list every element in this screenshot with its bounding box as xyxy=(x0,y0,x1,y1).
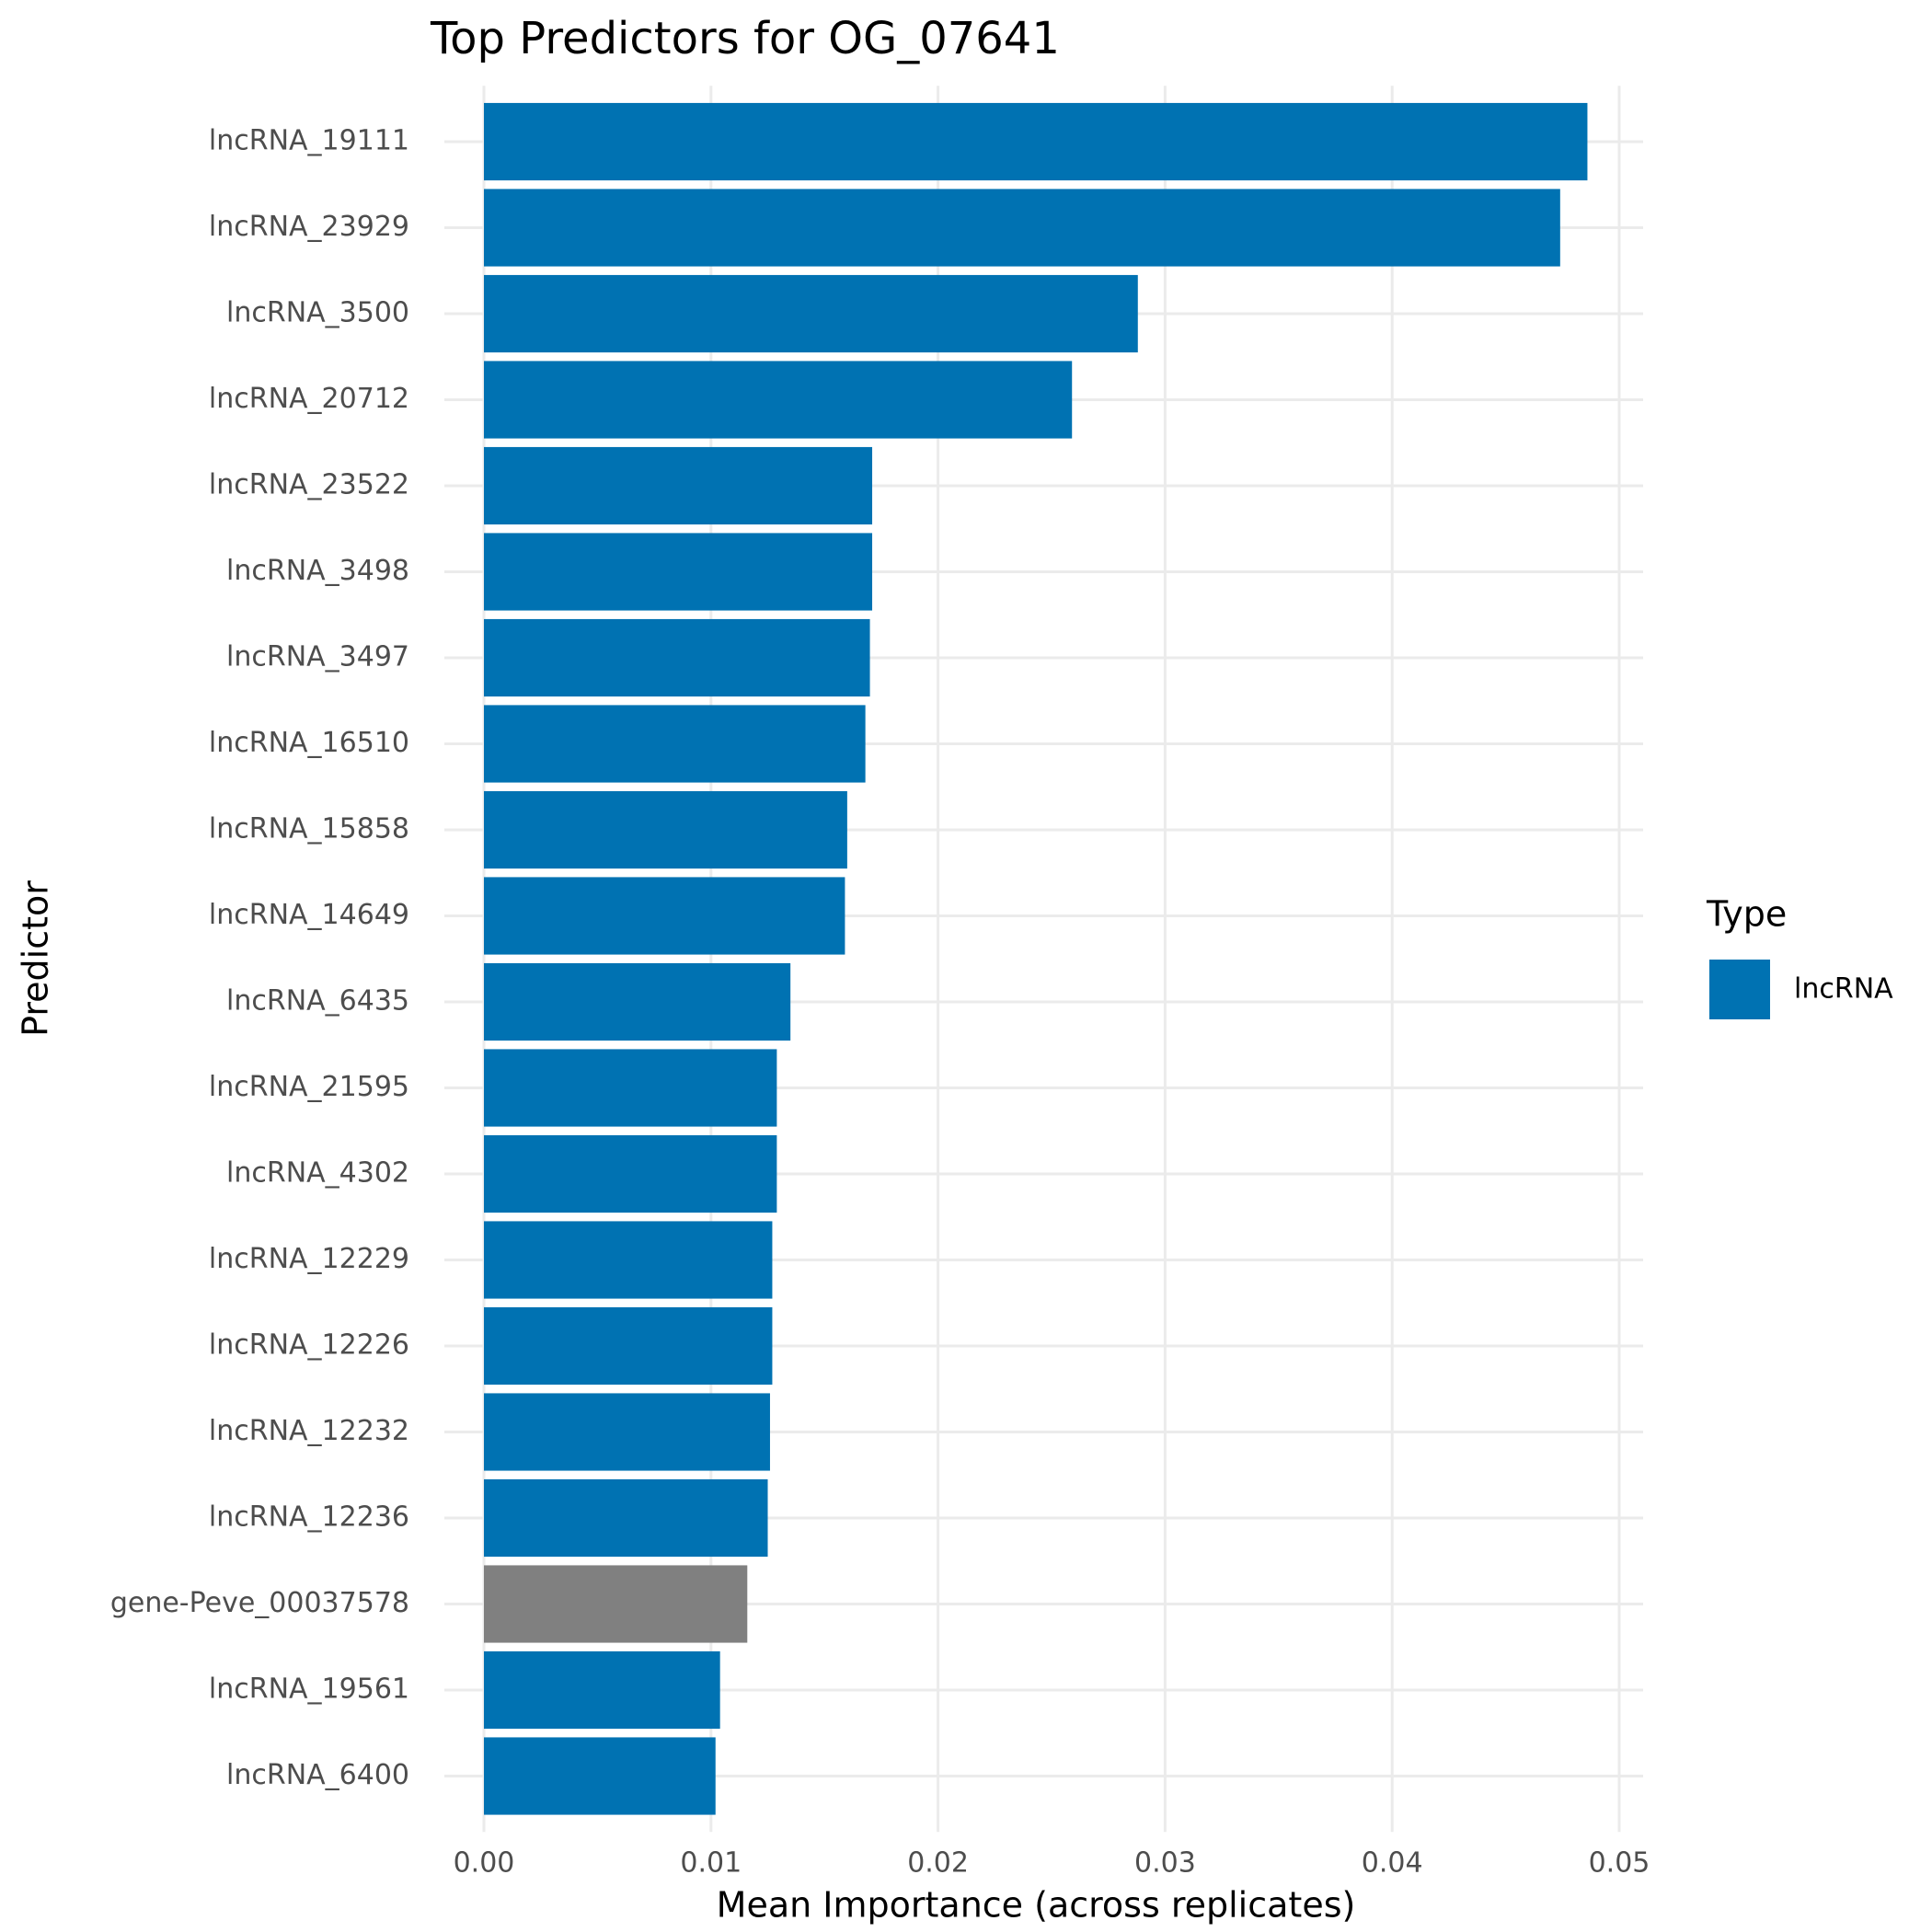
y-tick-label: lncRNA_3498 xyxy=(226,555,409,587)
y-tick-label: lncRNA_19561 xyxy=(209,1673,409,1706)
x-tick-label: 0.04 xyxy=(1362,1847,1423,1880)
legend-key xyxy=(1709,960,1770,1019)
x-tick-label: 0.01 xyxy=(680,1847,742,1880)
bar xyxy=(484,1737,716,1815)
y-tick-label: lncRNA_14649 xyxy=(209,899,409,931)
bar xyxy=(484,618,870,697)
y-tick-label: lncRNA_23522 xyxy=(209,469,409,501)
y-tick-label: lncRNA_6435 xyxy=(226,985,409,1018)
chart-title: Top Predictors for OG_07641 xyxy=(430,13,1060,64)
bar xyxy=(484,361,1073,439)
bar xyxy=(484,102,1588,181)
bar xyxy=(484,1134,777,1213)
bar xyxy=(484,962,791,1041)
y-tick-label: lncRNA_20712 xyxy=(209,383,409,415)
bar xyxy=(484,1393,770,1471)
x-tick-label: 0.00 xyxy=(454,1847,515,1880)
y-axis-title: Predictor xyxy=(16,880,56,1037)
y-tick-label: lncRNA_16510 xyxy=(209,727,409,759)
bar xyxy=(484,533,873,611)
y-tick-label: lncRNA_21595 xyxy=(209,1071,409,1103)
y-tick-label: gene-Peve_00037578 xyxy=(110,1587,409,1619)
legend-title: Type xyxy=(1706,894,1787,935)
bar xyxy=(484,1049,777,1127)
x-tick-label: 0.03 xyxy=(1134,1847,1196,1880)
bar xyxy=(484,877,845,955)
bar xyxy=(484,1306,773,1386)
y-tick-label: lncRNA_12229 xyxy=(209,1243,409,1275)
y-tick-label: lncRNA_23929 xyxy=(209,211,409,243)
y-tick-label: lncRNA_15858 xyxy=(209,813,409,845)
y-tick-label: lncRNA_12226 xyxy=(209,1329,409,1362)
bar xyxy=(484,1478,768,1558)
x-tick-label: 0.02 xyxy=(907,1847,969,1880)
y-tick-label: lncRNA_12232 xyxy=(209,1415,409,1447)
bar xyxy=(484,274,1138,353)
bar xyxy=(484,1650,720,1730)
bar xyxy=(484,1221,773,1299)
y-tick-label: lncRNA_6400 xyxy=(226,1759,409,1791)
y-tick-label: lncRNA_3500 xyxy=(226,297,409,329)
x-tick-label: 0.05 xyxy=(1589,1847,1650,1880)
bar xyxy=(484,189,1560,267)
bar xyxy=(484,790,847,869)
bar xyxy=(484,446,873,525)
y-tick-label: lncRNA_3497 xyxy=(226,641,409,673)
y-tick-label: lncRNA_4302 xyxy=(226,1157,409,1190)
y-tick-label: lncRNA_19111 xyxy=(209,125,409,157)
legend-label: lncRNA xyxy=(1794,973,1893,1006)
bar xyxy=(484,705,866,783)
bar xyxy=(484,1565,748,1643)
y-tick-label: lncRNA_12236 xyxy=(209,1501,409,1534)
x-axis-title: Mean Importance (across replicates) xyxy=(717,1885,1356,1926)
